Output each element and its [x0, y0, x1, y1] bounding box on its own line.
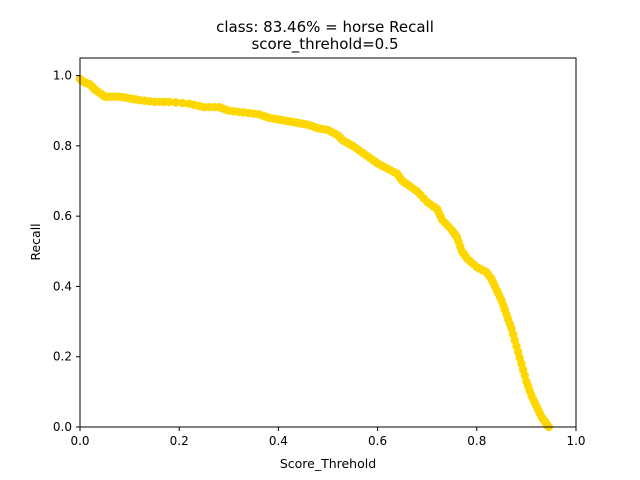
x-tick-label: 0.8 — [467, 434, 486, 448]
series-point — [165, 97, 174, 107]
y-tick-label: 0.6 — [53, 209, 72, 223]
chart-title-line-1: class: 83.46% = horse Recall — [216, 18, 434, 36]
y-axis-ticks: 0.0 0.2 0.4 0.6 0.8 1.0 — [53, 69, 80, 434]
chart-title-line-2: score_threhold=0.5 — [251, 35, 398, 54]
x-tick-label: 0.6 — [368, 434, 387, 448]
x-axis-label: Score_Threhold — [280, 456, 376, 471]
x-axis-ticks: 0.0 0.2 0.4 0.6 0.8 1.0 — [70, 427, 586, 448]
series-layer — [75, 74, 553, 432]
y-tick-label: 0.8 — [53, 139, 72, 153]
y-tick-label: 1.0 — [53, 69, 72, 83]
plot-frame — [79, 57, 577, 428]
plot-area — [80, 58, 576, 427]
y-tick-label: 0.4 — [53, 279, 72, 293]
x-tick-label: 0.4 — [269, 434, 288, 448]
y-tick-label: 0.2 — [53, 350, 72, 364]
y-tick-label: 0.0 — [53, 420, 72, 434]
x-tick-label: 0.0 — [70, 434, 89, 448]
x-tick-label: 0.2 — [170, 434, 189, 448]
series-point — [178, 98, 187, 108]
x-tick-label: 1.0 — [566, 434, 585, 448]
series-point — [171, 98, 181, 107]
y-axis-label: Recall — [28, 223, 43, 260]
